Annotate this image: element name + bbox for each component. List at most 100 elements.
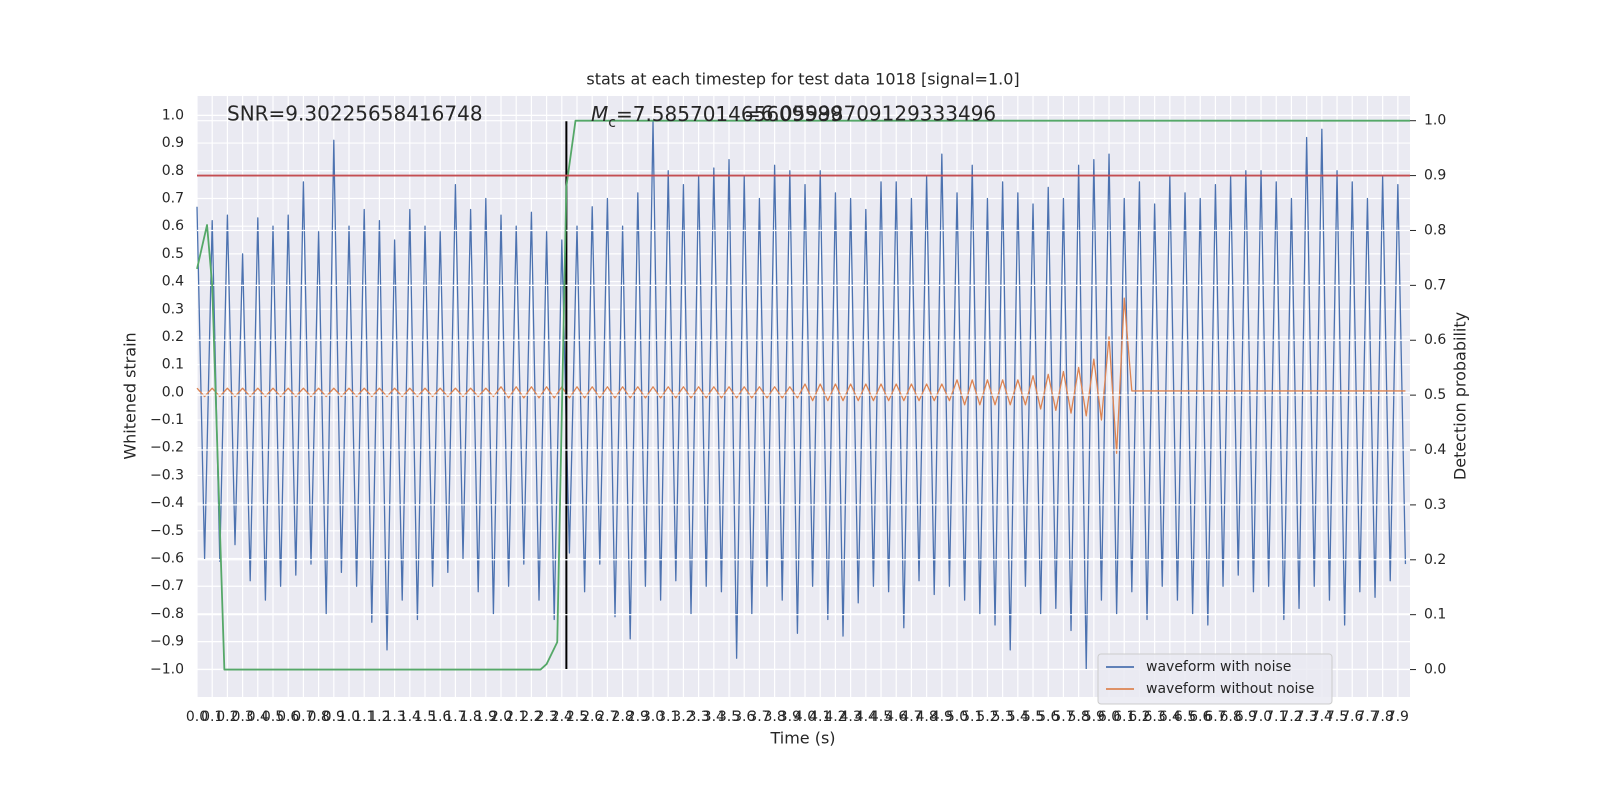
x-tick-label: 7.1: [1265, 709, 1287, 725]
x-tick-label: 5.5: [1022, 709, 1044, 725]
x-axis-label: Time (s): [769, 729, 835, 748]
y-tick-label: −0.1: [150, 412, 184, 428]
y-tick-label: 0.7: [162, 190, 184, 206]
x-tick-label: 2.2: [520, 709, 542, 725]
x-tick-label: 1.5: [414, 709, 436, 725]
x-tick-label: 7.5: [1326, 709, 1348, 725]
x-tick-label: 2.1: [505, 709, 527, 725]
x-tick-label: 3.4: [703, 709, 725, 725]
y2-tick-label: 1.0: [1424, 113, 1446, 129]
x-tick-label: 0.0: [186, 709, 208, 725]
x-tick-label: 0.8: [307, 709, 329, 725]
y2-axis-label: Detection probability: [1451, 312, 1470, 480]
y-tick-label: −0.8: [150, 606, 184, 622]
x-tick-label: 2.9: [627, 709, 649, 725]
x-tick-label: 3.7: [748, 709, 770, 725]
x-tick-label: 5.7: [1052, 709, 1074, 725]
x-tick-label: 0.6: [277, 709, 299, 725]
upper-layer: [196, 119, 1410, 671]
x-tick-label: 4.2: [824, 709, 846, 725]
y-axis-label: Whitened strain: [121, 332, 140, 459]
annotation: Mc=7.585701465609589: [591, 102, 843, 132]
y2-tick-label: 0.5: [1424, 387, 1446, 403]
x-tick-label: 5.2: [976, 709, 998, 725]
legend-box: [1097, 653, 1333, 705]
y2-tick-label: 0.2: [1424, 552, 1446, 568]
x-tick-label: 3.9: [779, 709, 801, 725]
x-tick-label: 7.2: [1280, 709, 1302, 725]
x-tick-label: 0.3: [231, 709, 253, 725]
y2-tick-label: 0.8: [1424, 222, 1446, 238]
x-tick-label: 4.0: [794, 709, 816, 725]
x-tick-label: 5.4: [1007, 709, 1029, 725]
x-tick-label: 7.7: [1356, 709, 1378, 725]
x-tick-label: 6.1: [1113, 709, 1135, 725]
annotation-subscript: c: [608, 115, 616, 131]
legend: waveform with noise waveform without nois…: [1097, 653, 1333, 705]
annotation: SNR=9.30225658416748: [227, 102, 483, 126]
x-tick-label: 6.8: [1220, 709, 1242, 725]
y-tick-label: 0.1: [162, 357, 184, 373]
x-tick-label: 5.3: [991, 709, 1013, 725]
x-tick-label: 0.5: [262, 709, 284, 725]
series-line: [196, 119, 1410, 671]
y-tick-label: −0.5: [150, 523, 184, 539]
x-tick-label: 4.6: [885, 709, 907, 725]
x-tick-label: 1.6: [429, 709, 451, 725]
y2-tick-label: 0.0: [1424, 662, 1446, 678]
series-line: [196, 297, 1406, 454]
x-tick-label: 6.3: [1143, 709, 1165, 725]
y-tick-label: −0.6: [150, 551, 184, 567]
x-tick-label: 5.6: [1037, 709, 1059, 725]
x-tick-label: 5.9: [1083, 709, 1105, 725]
y-tick-label: −0.9: [150, 634, 184, 650]
x-tick-label: 0.4: [247, 709, 269, 725]
x-tick-label: 7.8: [1372, 709, 1394, 725]
x-tick-label: 1.2: [368, 709, 390, 725]
x-tick-label: 6.2: [1128, 709, 1150, 725]
x-tick-label: 6.9: [1235, 709, 1257, 725]
x-tick-label: 7.0: [1250, 709, 1272, 725]
y-tick-label: 0.2: [162, 329, 184, 345]
x-tick-label: 7.4: [1311, 709, 1333, 725]
x-tick-label: 7.3: [1296, 709, 1318, 725]
x-tick-label: 4.7: [900, 709, 922, 725]
x-tick-label: 4.5: [870, 709, 892, 725]
legend-label: waveform without noise: [1146, 681, 1314, 697]
y-tick-label: 0.4: [162, 274, 184, 290]
x-tick-label: 3.3: [687, 709, 709, 725]
x-tick-label: 4.8: [915, 709, 937, 725]
y-tick-label: −0.2: [150, 440, 184, 456]
x-tick-label: 6.6: [1189, 709, 1211, 725]
x-tick-label: 1.9: [475, 709, 497, 725]
legend-label: waveform with noise: [1146, 659, 1291, 675]
annotation-symbol: M: [591, 102, 608, 126]
x-tick-label: 6.0: [1098, 709, 1120, 725]
x-tick-label: 2.3: [535, 709, 557, 725]
x-tick-label: 2.7: [596, 709, 618, 725]
x-tick-label: 2.6: [581, 709, 603, 725]
x-tick-label: 3.8: [763, 709, 785, 725]
x-tick-label: 0.7: [292, 709, 314, 725]
y-tick-label: −0.3: [150, 467, 184, 483]
y-tick-label: −0.4: [150, 495, 184, 511]
y2-tick-label: 0.3: [1424, 497, 1446, 513]
x-tick-label: 0.9: [323, 709, 345, 725]
x-tick-label: 6.5: [1174, 709, 1196, 725]
annotation: =6.05998709129333496: [744, 102, 996, 126]
x-tick-label: 3.6: [733, 709, 755, 725]
y-tick-label: 0.3: [162, 301, 184, 317]
x-tick-label: 2.5: [566, 709, 588, 725]
x-tick-label: 3.2: [672, 709, 694, 725]
x-tick-label: 3.1: [657, 709, 679, 725]
x-tick-label: 3.0: [642, 709, 664, 725]
x-tick-label: 0.1: [201, 709, 223, 725]
annotations: SNR=9.30225658416748 Mc=7.58570146560958…: [227, 102, 996, 132]
x-tick-label: 1.3: [383, 709, 405, 725]
y2-tick-label: 0.4: [1424, 442, 1446, 458]
x-tick-label: 1.4: [399, 709, 421, 725]
y-tick-label: 0.0: [162, 384, 184, 400]
x-tick-label: 4.3: [839, 709, 861, 725]
